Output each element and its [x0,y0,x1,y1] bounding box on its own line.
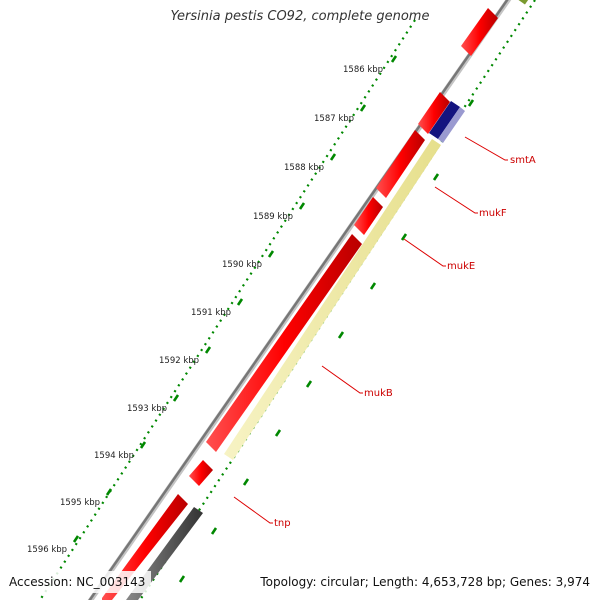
tick-label: 1586 kbp [343,65,383,75]
tick-label: 1587 kbp [314,114,354,124]
tick-label: 1591 kbp [191,308,231,318]
forward-strand-genes [102,8,498,600]
gene-label-leaders [233,136,508,524]
tick-label: 1593 kbp [127,404,167,414]
gene-arrow [189,460,213,486]
major-tick-marks [72,55,398,543]
tick-label: 1596 kbp [27,545,67,555]
gene-labels: smtA mukF mukE mukB tnp [274,155,536,529]
gene-label-tnp: tnp [274,518,291,529]
gene-arrow [206,234,362,452]
genome-summary: Topology: circular; Length: 4,653,728 bp… [254,571,600,593]
tick-labels: 1586 kbp 1587 kbp 1588 kbp 1589 kbp 1590… [27,65,383,555]
inner-dotted-arc [139,0,536,600]
backbone-end-marker [516,0,529,5]
reverse-strand-genes [126,101,465,600]
inner-major-tick-marks [178,99,475,583]
tick-dotted-arc [39,19,416,600]
gene-arrow [376,130,425,198]
gene-arrow-smtA-shadow [438,107,465,143]
gene-arrow-smtA [429,101,460,139]
gene-label-mukF: mukF [479,208,507,219]
accession-info: Accession: NC_003143 [0,571,152,593]
gene-arrow-mukF-mukE-mukB [224,139,441,460]
gene-arrow [461,8,498,56]
tick-label: 1592 kbp [159,356,199,366]
tick-label: 1595 kbp [60,498,100,508]
gene-label-mukB: mukB [364,388,393,399]
tick-label: 1589 kbp [253,212,293,222]
gene-label-smtA: smtA [510,155,536,166]
map-title: Yersinia pestis CO92, complete genome [170,9,430,24]
tick-label: 1594 kbp [94,451,134,461]
gene-arrow [418,92,450,134]
gene-label-mukE: mukE [447,261,475,272]
tick-label: 1590 kbp [222,260,262,270]
tick-label: 1588 kbp [284,163,324,173]
gene-arrow [354,197,383,235]
